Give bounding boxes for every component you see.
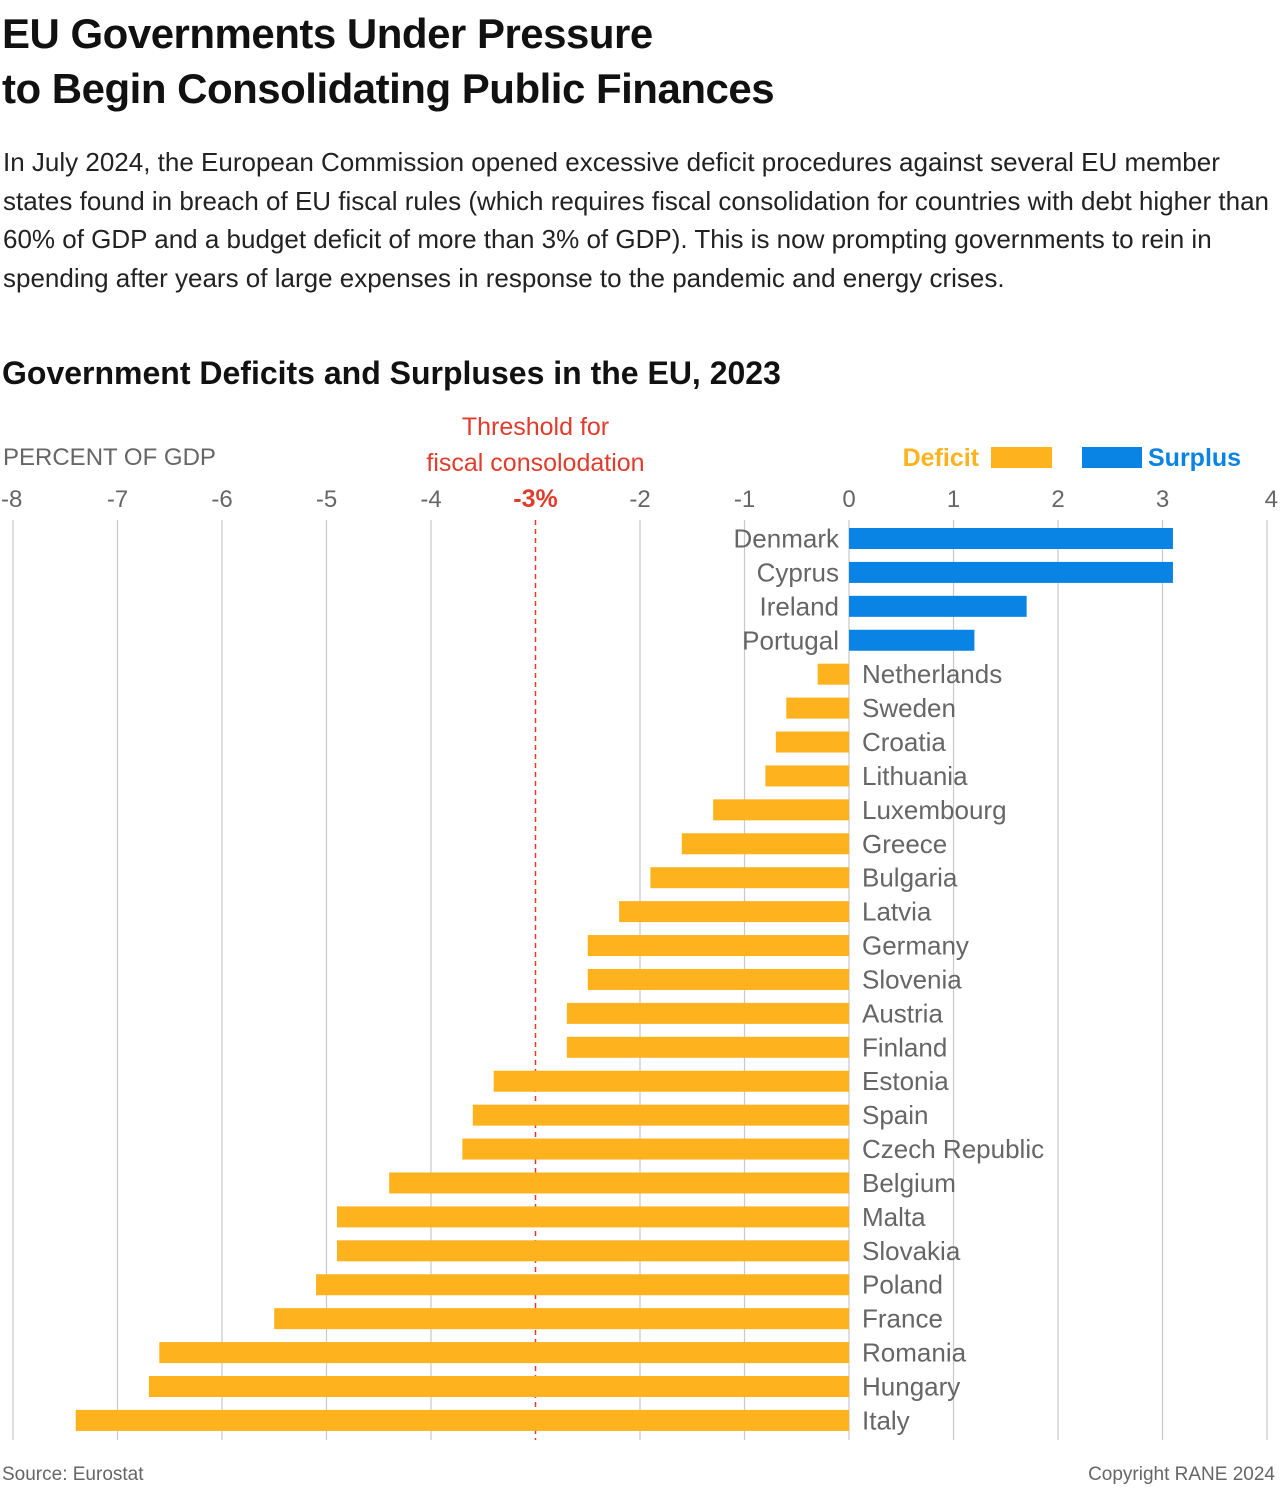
- category-label: Romania: [862, 1338, 967, 1368]
- bar-austria: [566, 1002, 849, 1024]
- category-label: Ireland: [760, 591, 840, 621]
- category-label: Denmark: [734, 524, 840, 554]
- chart-title: Government Deficits and Surpluses in the…: [2, 355, 781, 391]
- bar-slovenia: [587, 968, 849, 990]
- category-label: Greece: [862, 829, 947, 859]
- category-label: Italy: [862, 1405, 910, 1435]
- category-label: Sweden: [862, 693, 956, 723]
- legend-swatch-deficit: [991, 447, 1052, 468]
- category-label: Malta: [862, 1202, 926, 1232]
- category-label: Portugal: [742, 625, 839, 655]
- category-label: Hungary: [862, 1372, 960, 1402]
- title-line-2: to Begin Consolidating Public Finances: [2, 65, 775, 112]
- bar-finland: [566, 1036, 849, 1058]
- x-tick-label: -2: [629, 486, 650, 513]
- bar-italy: [75, 1409, 849, 1431]
- category-label: Luxembourg: [862, 795, 1007, 825]
- x-tick-label: -6: [211, 486, 232, 513]
- bar-czech-republic: [462, 1138, 849, 1160]
- bar-hungary: [148, 1376, 850, 1397]
- category-label: Slovakia: [862, 1236, 961, 1266]
- x-tick-label: 4: [1265, 486, 1278, 513]
- category-label: Germany: [862, 931, 969, 961]
- source-note: Source: Eurostat: [2, 1464, 144, 1485]
- bar-bulgaria: [650, 867, 849, 889]
- bar-cyprus: [849, 561, 1173, 583]
- legend-label-surplus: Surplus: [1148, 444, 1241, 472]
- intro-paragraph: In July 2024, the European Commission op…: [3, 147, 1269, 293]
- category-label: Poland: [862, 1270, 943, 1300]
- bar-germany: [587, 935, 849, 957]
- bar-poland: [316, 1274, 849, 1296]
- title-line-1: EU Governments Under Pressure: [2, 10, 653, 57]
- category-label: Austria: [862, 998, 943, 1028]
- category-label: Netherlands: [862, 659, 1002, 689]
- bar-sweden: [786, 697, 849, 719]
- x-tick-label: -4: [420, 486, 441, 513]
- bar-lithuania: [765, 765, 849, 787]
- x-tick-label: -8: [1, 486, 22, 513]
- category-label: Finland: [862, 1032, 947, 1062]
- x-tick-label: 2: [1051, 486, 1064, 513]
- category-label: France: [862, 1304, 943, 1334]
- category-label: Estonia: [862, 1066, 949, 1096]
- legend-swatch-surplus: [1082, 447, 1142, 468]
- page-title: EU Governments Under Pressure to Begin C…: [2, 6, 1272, 116]
- bar-slovakia: [336, 1240, 849, 1262]
- category-label: Cyprus: [757, 557, 839, 587]
- bar-croatia: [775, 731, 849, 753]
- legend-label-deficit: Deficit: [903, 444, 980, 472]
- bar-latvia: [619, 901, 849, 923]
- x-tick-label: 3: [1156, 486, 1169, 513]
- bar-netherlands: [817, 663, 849, 685]
- threshold-tick-label: -3%: [513, 485, 557, 513]
- x-tick-label: -7: [107, 486, 128, 513]
- bar-greece: [681, 833, 849, 855]
- bar-ireland: [849, 595, 1027, 617]
- x-tick-label: 1: [947, 486, 960, 513]
- category-label: Croatia: [862, 727, 946, 757]
- x-tick-label: -1: [734, 486, 755, 513]
- bar-denmark: [849, 528, 1173, 549]
- x-tick-label: 0: [842, 486, 855, 513]
- category-label: Latvia: [862, 897, 932, 927]
- threshold-label-line-1: Threshold for: [462, 413, 609, 441]
- category-label: Spain: [862, 1100, 929, 1130]
- bar-chart: -8 -7 -6 -5 -4 -3% -2 -1 0 1 2 3 4 PERCENT OF GDP Thre…: [1, 413, 1278, 1440]
- bar-luxembourg: [713, 799, 849, 821]
- category-label: Lithuania: [862, 761, 968, 791]
- bar-belgium: [389, 1172, 849, 1194]
- category-label: Slovenia: [862, 964, 962, 994]
- category-label: Czech Republic: [862, 1134, 1044, 1164]
- category-label: Belgium: [862, 1168, 956, 1198]
- bar-spain: [472, 1104, 849, 1126]
- bar-romania: [159, 1342, 850, 1364]
- bar-france: [274, 1308, 849, 1330]
- bar-estonia: [493, 1070, 849, 1092]
- threshold-label-line-2: fiscal consolodation: [426, 449, 644, 477]
- bar-portugal: [849, 629, 975, 651]
- bar-malta: [336, 1206, 849, 1228]
- x-axis-label: PERCENT OF GDP: [3, 444, 216, 471]
- category-label: Bulgaria: [862, 863, 958, 893]
- copyright-note: Copyright RANE 2024: [1088, 1464, 1275, 1485]
- x-tick-label: -5: [316, 486, 337, 513]
